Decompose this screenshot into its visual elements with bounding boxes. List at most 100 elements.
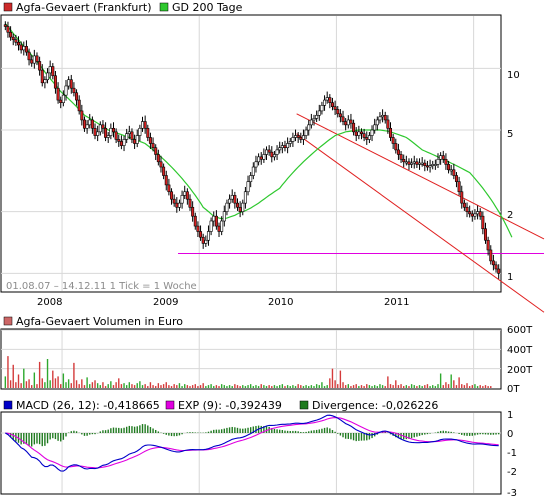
candle-body xyxy=(352,122,356,133)
candle-body xyxy=(82,119,86,129)
candle-body xyxy=(191,206,195,217)
candle-body xyxy=(286,143,290,149)
candle-body xyxy=(462,202,466,208)
grid-layer xyxy=(1,16,501,493)
candle-body xyxy=(278,147,282,151)
candle-body xyxy=(204,239,208,244)
candle-body xyxy=(378,116,382,121)
candle-body xyxy=(473,213,477,217)
macd-layer xyxy=(1,414,501,472)
candle-body xyxy=(32,55,36,64)
legend-exp-label: EXP (9): -0,392439 xyxy=(178,399,282,412)
candle-body xyxy=(315,115,319,119)
candle-body xyxy=(75,92,79,101)
candle-body xyxy=(51,66,55,77)
candle-body xyxy=(497,268,501,274)
candle-body xyxy=(9,31,13,38)
candle-body xyxy=(481,215,485,230)
candle-body xyxy=(159,161,163,168)
candle-body xyxy=(24,46,28,53)
legend-price-swatch xyxy=(3,2,13,12)
candle-body xyxy=(333,106,337,110)
candle-body xyxy=(188,198,192,208)
candle-body xyxy=(251,166,255,176)
candle-body xyxy=(275,149,279,155)
legend-volume-label: Agfa-Gevaert Volumen in Euro xyxy=(16,315,183,328)
candle-body xyxy=(394,143,398,151)
candle-body xyxy=(6,26,10,33)
candle-body xyxy=(241,202,245,212)
legend-macd-label: MACD (26, 12): -0,418665 xyxy=(16,399,160,412)
price-info-text: 01.08.07 – 14.12.11 1 Tick = 1 Woche xyxy=(6,281,197,292)
candle-body xyxy=(460,191,464,204)
candle-body xyxy=(196,225,200,232)
candle-body xyxy=(143,121,147,129)
candle-body xyxy=(249,175,253,182)
candle-body xyxy=(272,154,276,158)
candle-body xyxy=(127,131,131,134)
legend-divergence-swatch xyxy=(299,400,309,410)
candle-body xyxy=(148,137,152,144)
candle-body xyxy=(175,202,179,208)
price-layer xyxy=(3,21,545,313)
candle-body xyxy=(320,105,324,112)
candle-body xyxy=(325,97,329,101)
candle-body xyxy=(220,220,224,232)
candle-body xyxy=(177,202,181,208)
candle-body xyxy=(201,236,205,244)
candle-body xyxy=(59,99,63,103)
candle-body xyxy=(346,119,350,126)
candle-body xyxy=(307,124,311,131)
candle-body xyxy=(183,191,187,196)
candle-body xyxy=(225,202,229,212)
candle-body xyxy=(3,24,7,27)
candle-body xyxy=(138,127,142,136)
candle-body xyxy=(72,87,76,94)
candle-body xyxy=(53,75,57,89)
candle-body xyxy=(38,61,42,71)
candle-body xyxy=(156,154,160,163)
candle-body xyxy=(262,154,266,160)
macd-ytick-m2: -2 xyxy=(507,467,517,478)
candle-body xyxy=(222,211,226,222)
candle-body xyxy=(238,206,242,212)
candle-body xyxy=(486,239,490,251)
candle-body xyxy=(122,139,126,146)
candle-body xyxy=(280,145,284,149)
candle-body xyxy=(167,184,171,193)
candle-body xyxy=(69,79,73,89)
candle-body xyxy=(35,55,39,62)
candle-body xyxy=(291,137,295,142)
candle-body xyxy=(209,220,213,232)
price-ytick-5: 5 xyxy=(507,129,513,140)
candle-body xyxy=(61,94,65,103)
candle-body xyxy=(299,137,303,140)
candle-body xyxy=(206,231,210,241)
legend-gd200-label: GD 200 Tage xyxy=(172,1,243,14)
candle-body xyxy=(96,131,100,136)
candle-body xyxy=(412,161,416,164)
price-panel-frame xyxy=(0,14,502,293)
price-ytick-2: 2 xyxy=(507,210,513,221)
candle-body xyxy=(90,119,94,129)
candle-body xyxy=(478,211,482,217)
candle-body xyxy=(88,119,92,126)
candle-body xyxy=(420,162,424,165)
candle-body xyxy=(431,164,435,166)
candle-body xyxy=(80,110,84,121)
candle-body xyxy=(48,66,52,74)
candle-body xyxy=(233,195,237,204)
volume-ytick-0: 0T xyxy=(507,384,520,395)
candle-body xyxy=(67,79,71,87)
candle-body xyxy=(27,51,31,61)
exp-line xyxy=(5,417,499,469)
candle-body xyxy=(391,137,395,144)
xtick-2010: 2010 xyxy=(268,297,293,308)
candle-body xyxy=(30,59,34,64)
candle-body xyxy=(415,161,419,165)
candle-body xyxy=(410,162,414,165)
candle-body xyxy=(439,155,443,160)
candle-body xyxy=(40,69,44,84)
